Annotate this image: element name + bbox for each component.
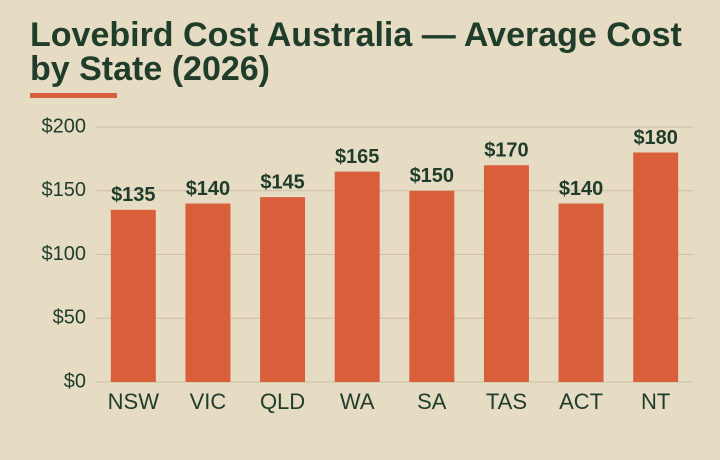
bar [483,165,529,382]
y-tick-label: $0 [64,370,86,392]
x-tick-label: VIC [190,389,227,414]
value-label: $165 [335,146,380,168]
bar [260,197,306,382]
y-tick-label: $150 [42,179,87,201]
title-underline [30,93,117,98]
x-tick-label: ACT [559,389,603,414]
bar [558,203,604,382]
y-tick-label: $100 [42,243,87,265]
x-tick-label: NT [641,389,670,414]
bar [409,190,455,382]
x-tick-label: TAS [486,389,527,414]
chart-title: Lovebird Cost Australia — Average Cost b… [30,16,682,88]
x-tick-label: WA [340,389,375,414]
x-tick-label: NSW [108,389,160,414]
value-label: $170 [484,140,529,162]
bar [633,152,679,382]
bar [110,209,156,382]
value-label: $135 [111,184,156,206]
value-label: $180 [633,127,678,149]
bar [334,171,380,382]
value-label: $140 [186,178,231,200]
value-label: $150 [410,165,455,187]
x-tick-label: SA [417,389,447,414]
bar [185,203,231,382]
y-tick-label: $50 [53,307,86,329]
y-tick-label: $200 [42,115,87,137]
x-tick-label: QLD [260,389,305,414]
value-label: $145 [260,171,305,193]
value-label: $140 [559,178,604,200]
